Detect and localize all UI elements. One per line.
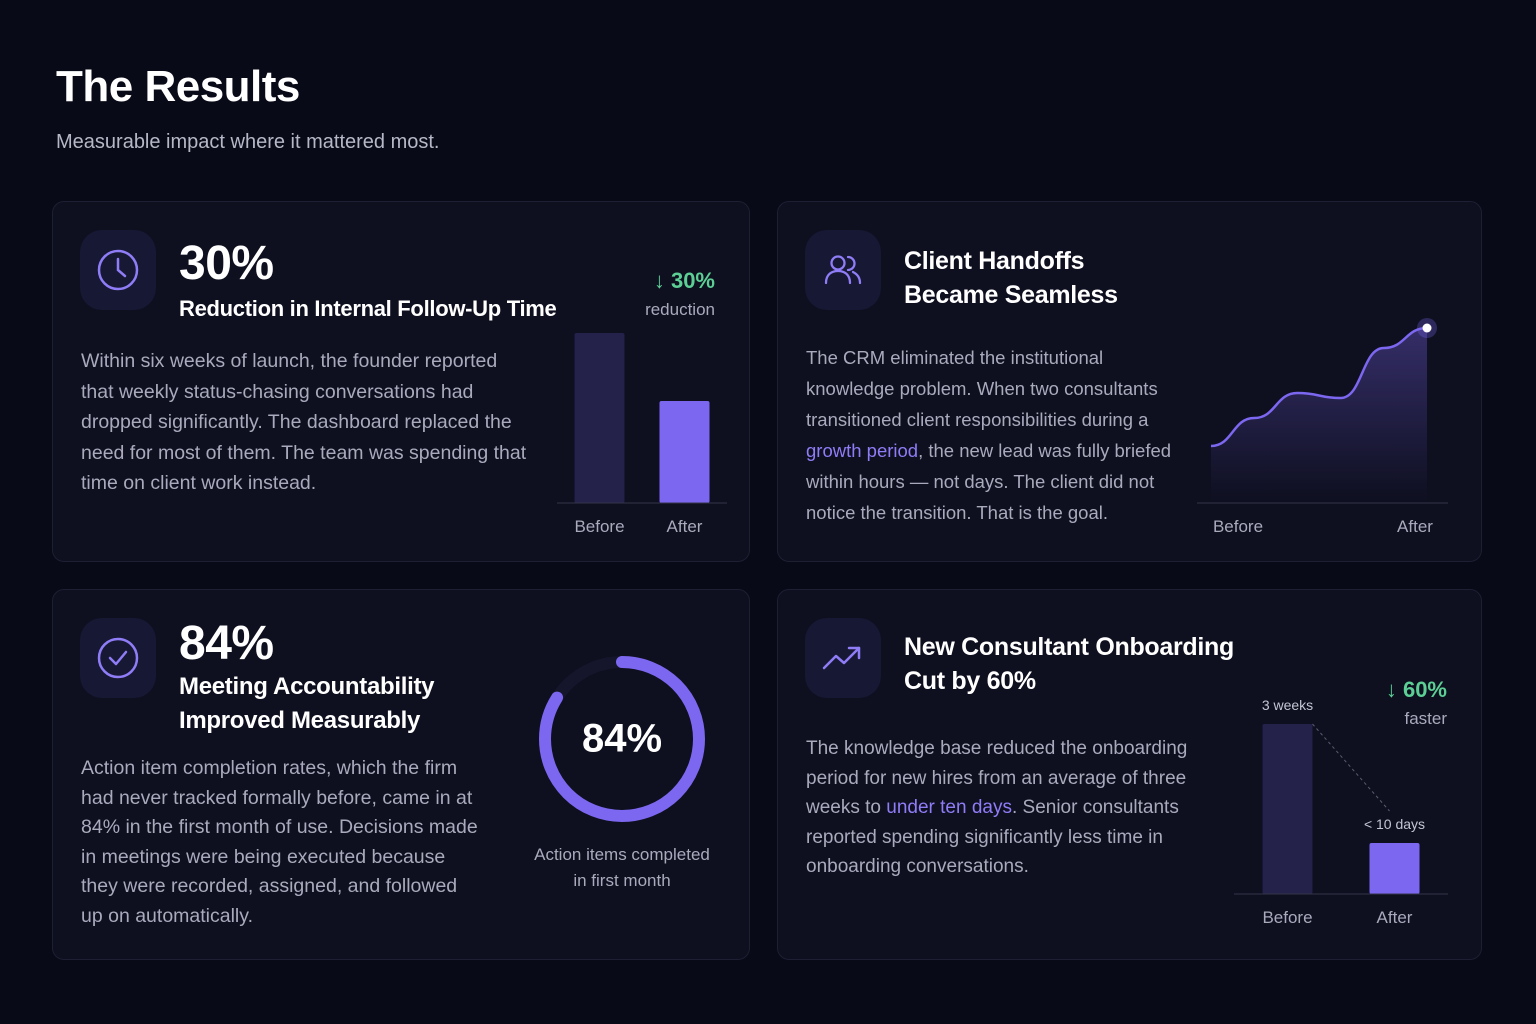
end-dot — [1422, 323, 1432, 333]
card-body: Within six weeks of launch, the founder … — [81, 346, 531, 499]
stat: 84% — [179, 617, 274, 670]
x-tick-label: After — [667, 517, 703, 536]
bar — [1262, 724, 1313, 894]
result-card: 30% Reduction in Internal Follow-Up Time… — [52, 201, 750, 562]
x-tick-label: After — [1397, 517, 1433, 536]
card-title: Client Handoffs Became Seamless — [904, 244, 1118, 312]
highlight: under ten days — [886, 797, 1012, 819]
text: . Senior consultants reported spending s… — [806, 797, 1179, 878]
badge-value: ↓ 30% — [653, 268, 715, 293]
title-line: Reduction in Internal Follow-Up Time — [179, 296, 557, 321]
donut-label: 84% — [582, 717, 662, 761]
connector — [1312, 723, 1390, 812]
title-line: Client Handoffs — [904, 247, 1085, 275]
result-card: Client Handoffs Became Seamless The CRM … — [777, 201, 1482, 562]
card-body: Action item completion rates, which the … — [81, 754, 481, 932]
chart: Before After — [1197, 318, 1448, 536]
badge: ↓ 60% faster — [1386, 677, 1447, 729]
result-card: 84% Meeting Accountability Improved Meas… — [52, 589, 750, 960]
badge-value: ↓ 60% — [1385, 677, 1447, 702]
line — [1210, 326, 1428, 448]
area — [1211, 328, 1427, 503]
bar — [1369, 843, 1420, 894]
icon — [80, 230, 156, 310]
x-tick-label: Before — [1262, 908, 1312, 927]
card-title: Meeting Accountability Improved Measurab… — [179, 670, 435, 738]
page-subtitle: Measurable impact where it mattered most… — [56, 131, 440, 153]
page-title: The Results — [56, 62, 300, 111]
card-title: New Consultant Onboarding Cut by 60% — [904, 630, 1234, 698]
text: The CRM eliminated the institutional kno… — [806, 347, 1158, 430]
text: The knowledge base reduced the onboardin… — [806, 738, 1188, 819]
badge-caption: faster — [1404, 709, 1447, 728]
text: , the new lead was fully briefed within … — [806, 440, 1172, 523]
card-title: Reduction in Internal Follow-Up Time — [179, 296, 557, 322]
bar — [659, 401, 710, 503]
x-tick-label: Before — [574, 517, 624, 536]
title-line: Cut by 60% — [904, 667, 1036, 695]
stat: 30% — [179, 237, 274, 290]
chart: Before After 3 weeks < 10 days — [1234, 697, 1448, 927]
title-line: Became Seamless — [904, 281, 1118, 309]
title-line: Improved Measurably — [179, 707, 421, 734]
bar-label: 3 weeks — [1262, 697, 1313, 713]
card-body: The knowledge base reduced the onboardin… — [806, 734, 1201, 882]
caption-line: in first month — [573, 871, 671, 890]
card-body: The CRM eliminated the institutional kno… — [806, 342, 1186, 528]
bar-label: < 10 days — [1364, 816, 1425, 832]
highlight: growth period — [806, 440, 919, 461]
icon — [805, 618, 881, 698]
icon — [80, 618, 156, 698]
result-card: New Consultant Onboarding Cut by 60% The… — [777, 589, 1482, 960]
chart: 84% — [539, 656, 705, 822]
donut-arc — [539, 656, 705, 822]
x-tick-label: Before — [1213, 517, 1263, 536]
bar — [574, 333, 625, 503]
badge: ↓ 30% reduction — [645, 268, 715, 320]
title-line: Meeting Accountability — [179, 673, 435, 700]
text: Within six weeks of launch, the founder … — [81, 350, 527, 494]
icon — [805, 230, 881, 310]
x-tick-label: After — [1377, 908, 1413, 927]
title-line: New Consultant Onboarding — [904, 633, 1234, 661]
caption-line: Action items completed — [534, 845, 710, 864]
chart-caption: Action items completed in first month — [502, 842, 742, 894]
chart: Before After — [557, 333, 727, 536]
badge-caption: reduction — [645, 300, 715, 319]
text: Action item completion rates, which the … — [81, 757, 478, 927]
